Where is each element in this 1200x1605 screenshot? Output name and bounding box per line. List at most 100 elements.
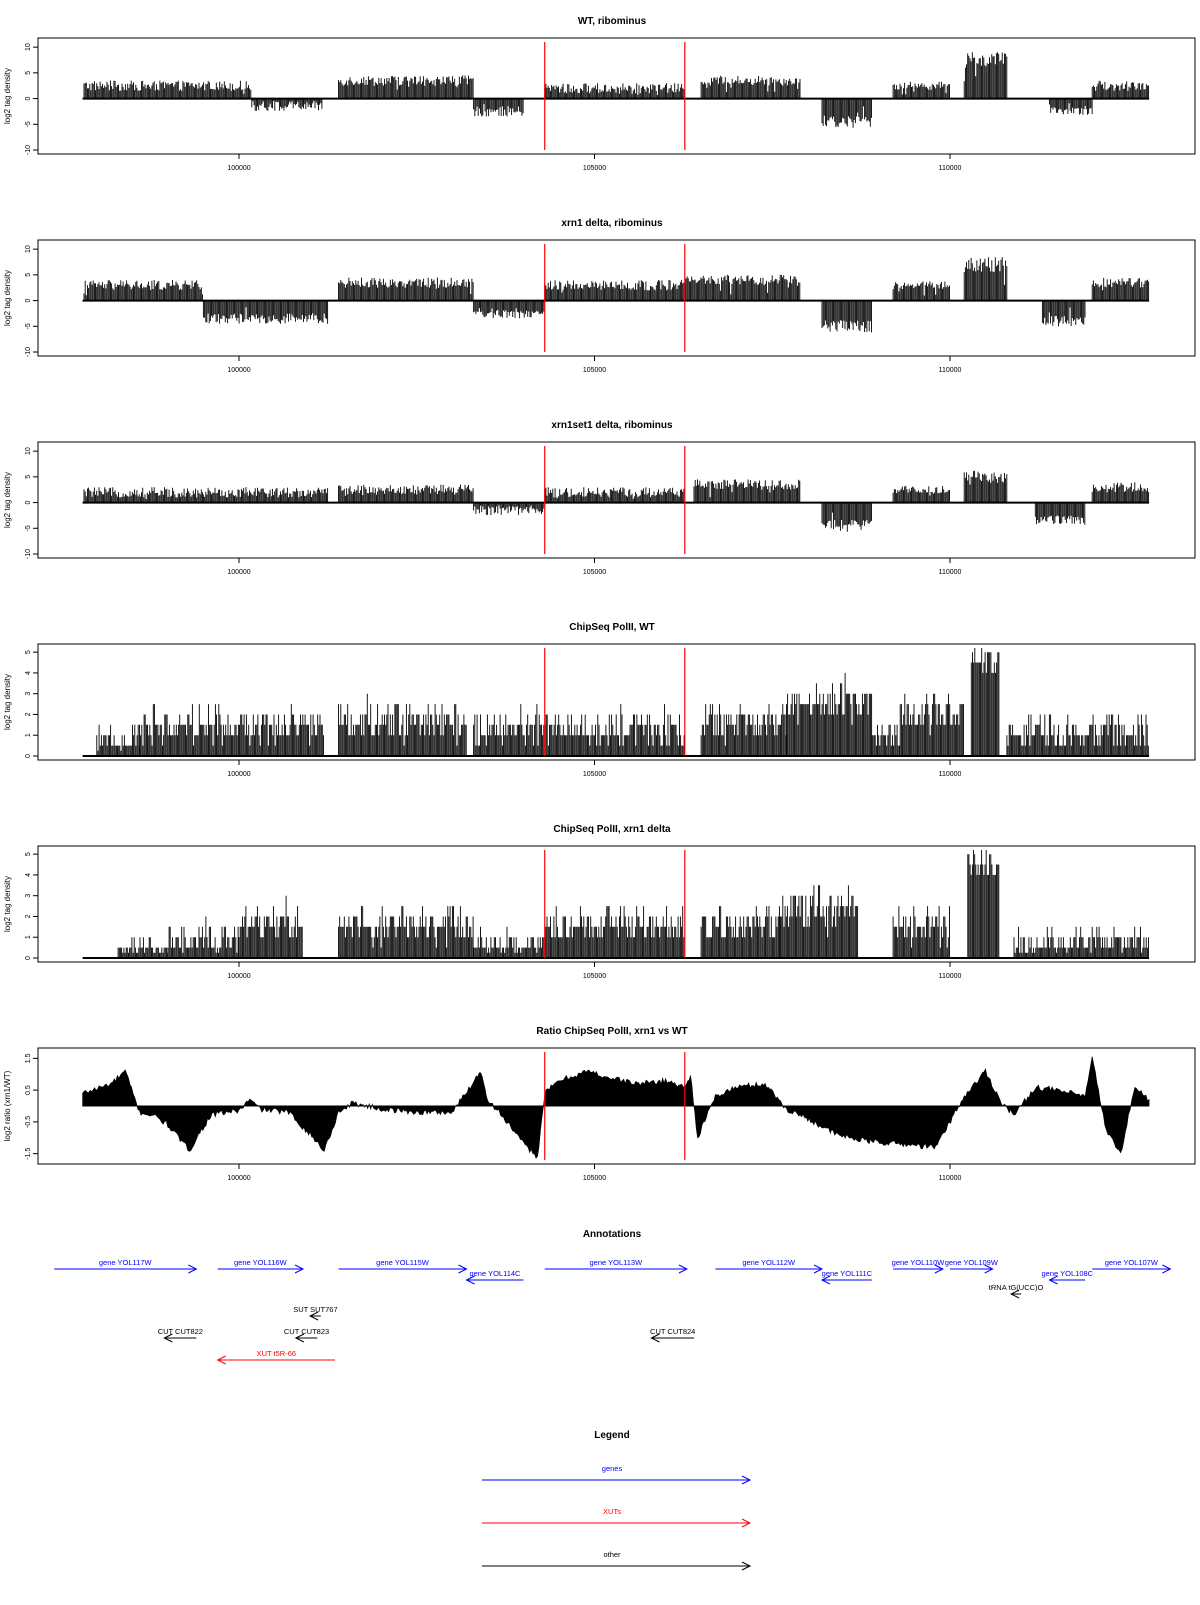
y-tick-label: -10 — [25, 549, 32, 559]
signal-bars — [967, 850, 1000, 958]
feature-label: gene YOL115W — [376, 1258, 430, 1267]
y-axis-label: log2 tag density — [3, 674, 12, 730]
y-tick-label: 0 — [25, 956, 32, 960]
feature-label: gene YOL111C — [822, 1269, 873, 1278]
signal-bars — [338, 906, 474, 958]
feature-label: gene YOL109W — [945, 1258, 999, 1267]
panel-frame — [37, 441, 1196, 559]
x-tick-label: 110000 — [939, 973, 962, 980]
feature-arrow — [1048, 1275, 1086, 1285]
y-tick-label: 0 — [25, 97, 32, 101]
x-tick-label: 105000 — [583, 367, 606, 374]
signal-bars — [96, 724, 140, 756]
y-tick-label: 5 — [25, 71, 32, 75]
feature-arrow — [294, 1333, 318, 1343]
signal-bars — [139, 704, 324, 756]
signal-bars — [544, 280, 685, 301]
arrow-head-icon — [188, 1264, 198, 1274]
feature-arrow — [950, 1264, 994, 1274]
legend-label: genes — [602, 1464, 623, 1473]
y-tick-label: -0.5 — [25, 1116, 32, 1128]
arrow-head-icon — [1009, 1289, 1020, 1299]
panel-2: xrn1 delta, ribominus log2 tag density -10… — [3, 218, 1196, 374]
panel-frame — [37, 37, 1196, 155]
y-tick-label: 0 — [25, 754, 32, 758]
feature-label: XUT t5R-66 — [257, 1349, 296, 1358]
signal-bars — [821, 502, 872, 532]
x-tick-label: 110000 — [939, 771, 962, 778]
signal-bars — [1091, 80, 1150, 99]
signal-bars — [202, 487, 329, 503]
feature-label: gene YOL117W — [99, 1258, 153, 1267]
arrow-head-icon — [741, 1561, 752, 1571]
signal-bars — [1091, 277, 1150, 301]
y-tick-label: 3 — [25, 894, 32, 898]
x-tick-label: 110000 — [939, 1175, 962, 1182]
signal-bars — [700, 704, 787, 756]
signal-bars — [338, 693, 467, 756]
arrow-head-icon — [813, 1264, 824, 1274]
signal-bars — [83, 487, 203, 503]
signal-bars — [1013, 926, 1149, 958]
arrow-head-icon — [458, 1264, 468, 1274]
arrow-head-icon — [1048, 1275, 1058, 1285]
x-tick-label: 105000 — [583, 569, 606, 576]
arrow-head-icon — [1162, 1264, 1172, 1274]
signal-bars — [473, 926, 545, 958]
signal-bars — [117, 937, 169, 958]
arrow-head-icon — [650, 1333, 660, 1343]
y-tick-label: 4 — [25, 671, 32, 675]
y-tick-label: 10 — [25, 245, 32, 253]
panel-3: xrn1set1 delta, ribominus log2 tag densit… — [3, 420, 1196, 576]
x-tick-label: 100000 — [227, 165, 250, 172]
signal-bars — [544, 83, 685, 99]
signal-bars — [778, 885, 859, 958]
annotations-title: Annotations — [583, 1229, 642, 1240]
y-tick-label: -1.5 — [25, 1148, 32, 1160]
y-tick-label: -10 — [25, 347, 32, 357]
feature-label: gene YOL110W — [892, 1258, 946, 1267]
y-tick-label: 0 — [25, 299, 32, 303]
y-axis-label: log2 tag density — [3, 472, 12, 528]
signal-bars — [892, 485, 950, 503]
feature-arrow — [338, 1264, 468, 1274]
y-tick-label: 0.5 — [25, 1085, 32, 1095]
feature-label: gene YOL113W — [589, 1258, 643, 1267]
y-tick-label: 0 — [25, 501, 32, 505]
arrow-head-icon — [465, 1275, 475, 1285]
legend-item: genes — [482, 1464, 752, 1485]
feature-arrow — [217, 1264, 305, 1274]
y-tick-label: 2 — [25, 914, 32, 918]
x-tick-label: 100000 — [227, 367, 250, 374]
feature-arrow — [465, 1275, 524, 1285]
arrow-head-icon — [308, 1311, 319, 1321]
x-tick-label: 105000 — [583, 165, 606, 172]
signal-bars — [899, 693, 964, 756]
series-marks — [82, 42, 1150, 150]
feature-arrow — [54, 1264, 198, 1274]
arrow-head-icon — [294, 1264, 305, 1274]
feature-label: gene YOL108C — [1042, 1269, 1094, 1278]
signal-bars — [821, 98, 872, 128]
legend-label: XUTs — [603, 1507, 621, 1516]
y-tick-label: 3 — [25, 692, 32, 696]
series-marks — [82, 648, 1150, 757]
signal-bars — [338, 75, 474, 99]
x-tick-label: 100000 — [227, 771, 250, 778]
feature-arrow — [893, 1264, 945, 1274]
x-tick-label: 105000 — [583, 1175, 606, 1182]
feature-label: gene YOL112W — [742, 1258, 796, 1267]
arrow-head-icon — [820, 1275, 831, 1285]
y-tick-label: 4 — [25, 873, 32, 877]
y-tick-label: -10 — [25, 145, 32, 155]
signal-bars — [693, 479, 801, 503]
arrow-head-icon — [934, 1264, 945, 1274]
y-axis-label: log2 ratio (xrn1/WT) — [3, 1070, 12, 1141]
feature-arrow — [1009, 1289, 1022, 1299]
panel-title: WT, ribominus — [578, 16, 647, 27]
signal-bars — [892, 906, 950, 958]
feature-label: tRNA tG(UCC)O — [989, 1283, 1044, 1292]
feature-arrow — [216, 1355, 335, 1365]
